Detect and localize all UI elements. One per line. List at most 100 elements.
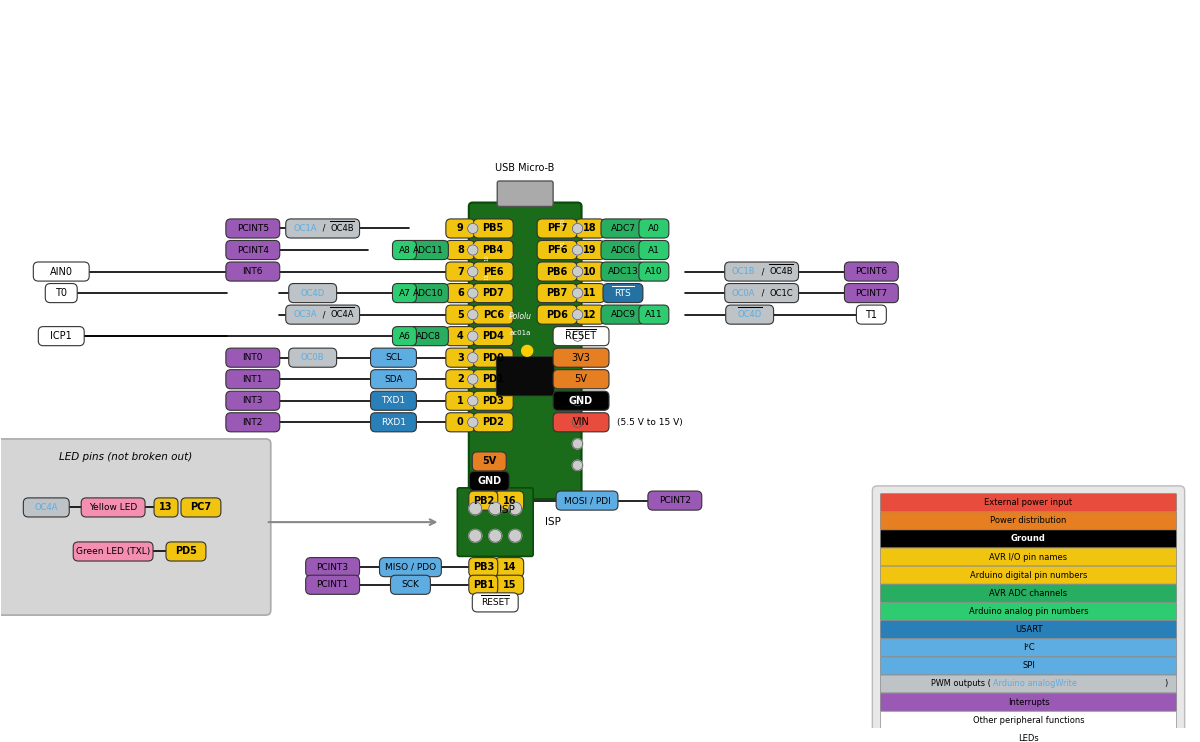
Text: 13: 13 (160, 502, 173, 513)
FancyBboxPatch shape (538, 305, 577, 324)
Text: INT6: INT6 (242, 267, 263, 276)
Text: A8: A8 (398, 246, 410, 255)
Text: OC4A: OC4A (330, 310, 354, 319)
FancyBboxPatch shape (553, 348, 608, 367)
FancyBboxPatch shape (538, 219, 577, 238)
Text: Yellow LED: Yellow LED (89, 503, 137, 512)
FancyBboxPatch shape (446, 240, 475, 260)
FancyBboxPatch shape (46, 283, 77, 303)
Text: ICP1: ICP1 (50, 331, 72, 341)
Circle shape (572, 331, 583, 341)
FancyBboxPatch shape (881, 620, 1177, 639)
FancyBboxPatch shape (638, 262, 668, 281)
FancyBboxPatch shape (576, 305, 605, 324)
FancyBboxPatch shape (553, 413, 608, 432)
FancyBboxPatch shape (881, 512, 1177, 530)
Circle shape (572, 223, 583, 234)
FancyBboxPatch shape (881, 712, 1177, 729)
Text: 5: 5 (457, 309, 463, 320)
Circle shape (572, 439, 583, 449)
Text: TXD1: TXD1 (382, 396, 406, 405)
Circle shape (469, 502, 481, 515)
Text: PD0: PD0 (482, 352, 504, 363)
FancyBboxPatch shape (473, 413, 514, 432)
Text: PCINT3: PCINT3 (317, 562, 349, 571)
FancyBboxPatch shape (881, 657, 1177, 674)
FancyBboxPatch shape (306, 557, 360, 577)
Text: PB6: PB6 (546, 266, 568, 277)
Text: A0: A0 (648, 224, 660, 233)
Text: MOSI / PDI: MOSI / PDI (564, 496, 611, 505)
Circle shape (468, 331, 478, 341)
Text: OC4D: OC4D (738, 310, 762, 319)
Text: PD1: PD1 (482, 374, 504, 384)
Text: PD6: PD6 (546, 309, 568, 320)
FancyBboxPatch shape (601, 262, 644, 281)
Text: 3: 3 (457, 352, 463, 363)
FancyBboxPatch shape (576, 283, 605, 303)
FancyBboxPatch shape (390, 575, 431, 594)
FancyBboxPatch shape (494, 575, 523, 594)
FancyBboxPatch shape (473, 326, 514, 346)
FancyBboxPatch shape (881, 675, 1177, 693)
FancyBboxPatch shape (446, 413, 475, 432)
Text: VIN: VIN (572, 417, 589, 427)
Text: ac01a: ac01a (510, 330, 530, 336)
Circle shape (488, 502, 502, 515)
Text: 4: 4 (457, 331, 463, 341)
Text: Arduino analogWrite: Arduino analogWrite (992, 680, 1076, 689)
FancyBboxPatch shape (497, 181, 553, 206)
FancyBboxPatch shape (446, 391, 475, 410)
Text: PB7: PB7 (546, 288, 568, 298)
FancyBboxPatch shape (881, 693, 1177, 711)
Text: OC4B: OC4B (769, 267, 793, 276)
FancyBboxPatch shape (371, 413, 416, 432)
FancyBboxPatch shape (857, 305, 887, 324)
Text: PCINT4: PCINT4 (236, 246, 269, 255)
FancyBboxPatch shape (497, 357, 554, 395)
Text: ADC13: ADC13 (607, 267, 638, 276)
Text: PC6: PC6 (482, 309, 504, 320)
Text: ADC7: ADC7 (611, 224, 636, 233)
Text: RXD1: RXD1 (380, 418, 406, 427)
Circle shape (468, 245, 478, 255)
FancyBboxPatch shape (473, 370, 514, 389)
Circle shape (468, 417, 478, 427)
FancyBboxPatch shape (408, 283, 449, 303)
FancyBboxPatch shape (286, 219, 360, 238)
FancyBboxPatch shape (648, 491, 702, 510)
FancyBboxPatch shape (601, 305, 644, 324)
Circle shape (572, 288, 583, 298)
Circle shape (509, 530, 522, 542)
FancyBboxPatch shape (371, 348, 416, 367)
FancyBboxPatch shape (553, 391, 608, 410)
Text: T1: T1 (865, 309, 877, 320)
Text: 10: 10 (583, 266, 596, 277)
FancyBboxPatch shape (881, 493, 1177, 511)
FancyBboxPatch shape (408, 326, 449, 346)
FancyBboxPatch shape (226, 348, 280, 367)
Text: OC1C: OC1C (769, 289, 793, 298)
Circle shape (488, 530, 502, 542)
Text: ADC8: ADC8 (416, 332, 440, 341)
Text: USB Micro-B: USB Micro-B (496, 163, 554, 174)
Text: 10: 10 (485, 254, 490, 260)
Text: RESET: RESET (481, 598, 510, 607)
Circle shape (468, 288, 478, 298)
FancyBboxPatch shape (392, 326, 416, 346)
FancyBboxPatch shape (602, 283, 643, 303)
FancyBboxPatch shape (538, 240, 577, 260)
Circle shape (572, 395, 583, 406)
FancyBboxPatch shape (446, 305, 475, 324)
FancyBboxPatch shape (494, 491, 523, 510)
Text: PC7: PC7 (191, 502, 211, 513)
FancyBboxPatch shape (457, 487, 533, 556)
Text: 0: 0 (457, 417, 463, 427)
Text: /: / (758, 289, 767, 298)
Text: SPI: SPI (1022, 661, 1034, 670)
Text: 6: 6 (457, 288, 463, 298)
FancyBboxPatch shape (881, 548, 1177, 566)
Circle shape (469, 530, 481, 542)
FancyBboxPatch shape (226, 240, 280, 260)
FancyBboxPatch shape (638, 219, 668, 238)
